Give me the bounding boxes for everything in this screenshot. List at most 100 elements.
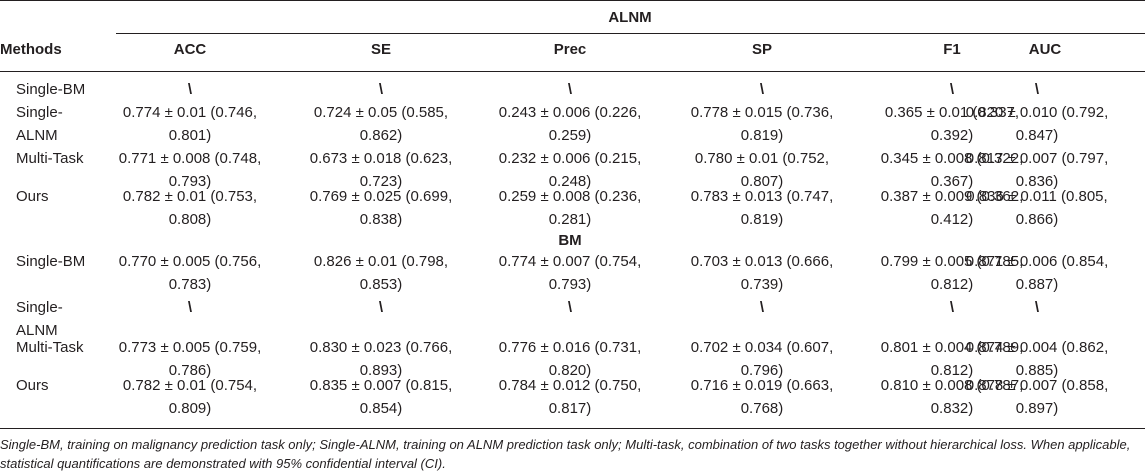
cell-line: 0.885) [1015,362,1059,379]
table-cell-sp: 0.703 ± 0.013 (0.666, 0.739) [667,250,857,296]
cell-line: 0.817 ± 0.007 (0.797, [965,150,1109,167]
cell-line: 0.808) [168,211,212,228]
cell-line: 0.776 ± 0.016 (0.731, [498,339,642,356]
cell-line: \ [1034,81,1040,98]
cell-line: 0.387 ± 0.009 (0.362, [880,188,1024,205]
method-label: Ours [16,185,49,208]
method-label: Multi-Task [16,147,84,170]
cell-line: 0.878 ± 0.007 (0.858, [965,377,1109,394]
cell-line: \ [567,81,573,98]
table-cell-se: \ [286,296,476,319]
cell-line: 0.796) [740,362,784,379]
cell-line: 0.703 ± 0.013 (0.666, [690,253,834,270]
table-cell-prec: 0.243 ± 0.006 (0.226, 0.259) [475,101,665,147]
table-cell-auc: \ [942,296,1132,319]
cell-line: 0.412) [930,211,974,228]
table-cell-auc: 0.836 ± 0.011 (0.805, 0.866) [942,185,1132,231]
cell-line: 0.819) [740,127,784,144]
table-cell-sp: 0.780 ± 0.01 (0.752, 0.807) [667,147,857,193]
cell-line: 0.807) [740,173,784,190]
table-cell-prec: 0.232 ± 0.006 (0.215, 0.248) [475,147,665,193]
method-label: Single- ALNM [16,296,63,342]
method-label-line: ALNM [16,322,58,339]
table-cell-f1: 0.801 ± 0.004 (0.789, 0.812) [857,336,1047,382]
method-label-line: Ours [16,377,49,394]
cell-line: \ [1034,299,1040,316]
table-cell-sp: 0.783 ± 0.013 (0.747, 0.819) [667,185,857,231]
method-label: Single- ALNM [16,101,63,147]
table-cell-acc: 0.782 ± 0.01 (0.754, 0.809) [95,374,285,420]
table-cell-sp: 0.778 ± 0.015 (0.736, 0.819) [667,101,857,147]
cell-line: 0.830 ± 0.023 (0.766, [309,339,453,356]
cell-line: \ [378,299,384,316]
cell-line: 0.259) [548,127,592,144]
cell-line: 0.778 ± 0.015 (0.736, [690,104,834,121]
cell-line: 0.801) [168,127,212,144]
methods-header: Methods [0,41,62,58]
table-cell-se: 0.830 ± 0.023 (0.766, 0.893) [286,336,476,382]
cell-line: 0.801 ± 0.004 (0.789, [880,339,1024,356]
table-cell-sp: 0.716 ± 0.019 (0.663, 0.768) [667,374,857,420]
cell-line: 0.836) [1015,173,1059,190]
table-cell-sp: 0.702 ± 0.034 (0.607, 0.796) [667,336,857,382]
table-cell-acc: 0.774 ± 0.01 (0.746, 0.801) [95,101,285,147]
cell-line: 0.838) [359,211,403,228]
cell-line: 0.847) [1015,127,1059,144]
cell-line: 0.820 ± 0.010 (0.792, [965,104,1109,121]
cell-line: 0.243 ± 0.006 (0.226, [498,104,642,121]
table-cell-prec: \ [475,296,665,319]
cell-line: 0.784 ± 0.012 (0.750, [498,377,642,394]
cell-line: \ [949,299,955,316]
cell-line: 0.716 ± 0.019 (0.663, [690,377,834,394]
table-cell-acc: \ [95,78,285,101]
table-cell-acc: 0.773 ± 0.005 (0.759, 0.786) [95,336,285,382]
cell-line: 0.365 ± 0.01 (0.337, [884,104,1020,121]
cell-line: \ [378,81,384,98]
cell-line: 0.832) [930,400,974,417]
cell-line: 0.724 ± 0.05 (0.585, [313,104,449,121]
column-header-se: SE [370,41,391,58]
cell-line: \ [187,299,193,316]
cell-line: 0.259 ± 0.008 (0.236, [498,188,642,205]
cell-line: 0.783 ± 0.013 (0.747, [690,188,834,205]
cell-line: 0.780 ± 0.01 (0.752, [694,150,830,167]
method-label-line: Single- [16,299,63,316]
cell-line: 0.862) [359,127,403,144]
cell-line: 0.853) [359,276,403,293]
method-label: Single-BM [16,78,85,101]
table-cell-auc: 0.878 ± 0.007 (0.858, 0.897) [942,374,1132,420]
table-cell-auc: 0.871 ± 0.006 (0.854, 0.887) [942,250,1132,296]
cell-line: 0.774 ± 0.007 (0.754, [498,253,642,270]
table-cell-prec: \ [475,78,665,101]
table-cell-f1: 0.799 ± 0.005 (0.785, 0.812) [857,250,1047,296]
cell-line: \ [759,299,765,316]
cell-line: \ [759,81,765,98]
cell-line: 0.769 ± 0.025 (0.699, [309,188,453,205]
group-header-alnm: ALNM [608,9,652,26]
cell-line: 0.812) [930,276,974,293]
method-label: Ours [16,374,49,397]
table-cell-acc: 0.782 ± 0.01 (0.753, 0.808) [95,185,285,231]
cell-line: 0.673 ± 0.018 (0.623, [309,150,453,167]
cell-line: 0.248) [548,173,592,190]
cell-line: 0.887) [1015,276,1059,293]
cell-line: 0.773 ± 0.005 (0.759, [118,339,262,356]
header-rule [0,71,1145,72]
table-cell-f1: \ [857,296,1047,319]
table-cell-prec: 0.776 ± 0.016 (0.731, 0.820) [475,336,665,382]
table-bottom-rule [0,428,1145,429]
table-cell-auc: \ [942,78,1132,101]
cell-line: 0.768) [740,400,784,417]
table-cell-prec: 0.774 ± 0.007 (0.754, 0.793) [475,250,665,296]
cell-line: 0.786) [168,362,212,379]
method-label-line: Multi-Task [16,339,84,356]
cell-line: 0.702 ± 0.034 (0.607, [690,339,834,356]
cell-line: 0.783) [168,276,212,293]
table-cell-acc: \ [95,296,285,319]
cell-line: 0.367) [930,173,974,190]
table-cell-se: \ [286,78,476,101]
table-cell-auc: 0.820 ± 0.010 (0.792, 0.847) [942,101,1132,147]
table-cell-f1: 0.387 ± 0.009 (0.362, 0.412) [857,185,1047,231]
column-header-sp: SP [751,41,772,58]
